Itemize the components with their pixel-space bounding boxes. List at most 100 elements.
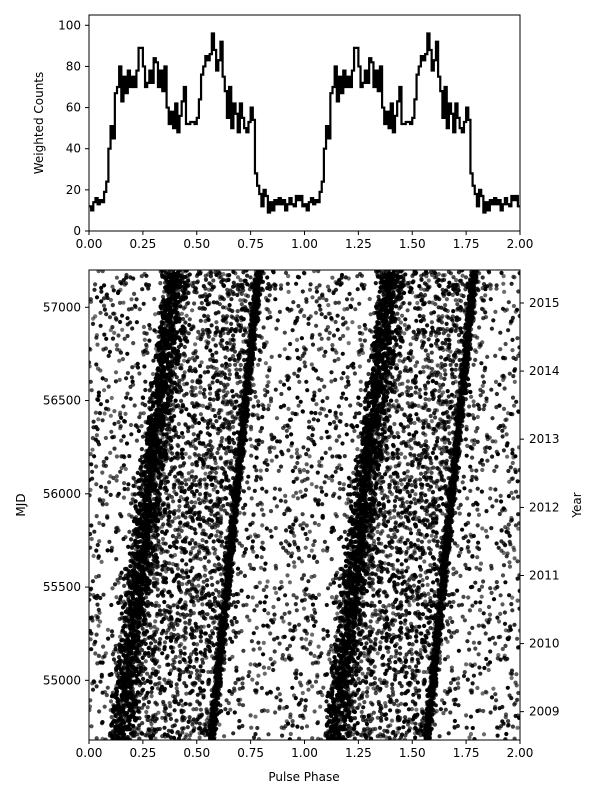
- photon-point: [120, 466, 124, 470]
- photon-point: [255, 439, 259, 443]
- photon-point: [241, 703, 245, 707]
- photon-point: [192, 301, 196, 305]
- photon-point: [262, 407, 266, 411]
- photon-point: [255, 413, 259, 417]
- photon-point: [171, 650, 175, 654]
- photon-point: [259, 350, 263, 354]
- photon-point: [314, 324, 318, 328]
- photon-point: [308, 454, 312, 458]
- photon-point: [473, 358, 477, 362]
- photon-point: [482, 666, 486, 670]
- photon-point: [216, 397, 220, 401]
- photon-point: [173, 708, 177, 712]
- photon-point: [283, 724, 287, 728]
- photon-point: [312, 417, 316, 421]
- photon-point: [320, 312, 324, 316]
- photon-point: [105, 516, 109, 520]
- photon-point: [511, 374, 515, 378]
- photon-point: [329, 370, 333, 374]
- photon-point: [254, 689, 258, 693]
- photon-point: [478, 672, 482, 676]
- photon-point: [99, 485, 103, 489]
- photon-point: [311, 397, 315, 401]
- photon-point: [505, 554, 509, 558]
- photon-point: [140, 274, 144, 278]
- photon-point: [322, 385, 326, 389]
- photon-point: [453, 687, 457, 691]
- photon-point: [255, 726, 259, 730]
- photon-point: [122, 584, 126, 588]
- photon-point: [277, 469, 281, 473]
- photon-point: [169, 717, 173, 721]
- photon-point: [91, 322, 95, 326]
- photon-point: [197, 549, 201, 553]
- photon-point: [260, 415, 264, 419]
- photon-point: [494, 380, 498, 384]
- photon-point: [405, 500, 409, 504]
- photon-point: [489, 710, 493, 714]
- photon-point: [301, 409, 305, 413]
- photon-point: [234, 635, 238, 639]
- photon-point: [344, 275, 348, 279]
- photon-point: [286, 274, 290, 278]
- photon-point: [491, 318, 495, 322]
- photon-point: [326, 285, 330, 289]
- photon-point: [147, 323, 151, 327]
- photon-point: [267, 368, 271, 372]
- photon-point: [321, 548, 325, 552]
- photon-point: [256, 534, 260, 538]
- photon-point: [306, 322, 310, 326]
- photon-point: [198, 492, 202, 496]
- photon-point: [268, 450, 272, 454]
- photon-point: [283, 635, 287, 639]
- photon-point: [302, 645, 306, 649]
- photon-point: [267, 666, 271, 670]
- photon-point: [109, 414, 113, 418]
- photon-point: [101, 691, 105, 695]
- photon-point: [326, 634, 330, 638]
- photon-point: [398, 345, 402, 349]
- photon-point: [367, 359, 371, 363]
- photon-point: [261, 624, 265, 628]
- photon-point: [279, 541, 283, 545]
- photon-point: [493, 439, 497, 443]
- photon-point: [267, 403, 271, 407]
- photon-point: [265, 384, 269, 388]
- photon-point: [473, 662, 477, 666]
- photon-point: [246, 674, 250, 678]
- photon-point: [290, 455, 294, 459]
- photon-point: [114, 595, 118, 599]
- photon-point: [278, 310, 282, 314]
- photon-point: [303, 705, 307, 709]
- photon-point: [261, 652, 265, 656]
- photon-point: [416, 404, 420, 408]
- photon-point: [360, 710, 364, 714]
- photon-point: [474, 350, 478, 354]
- photon-point: [512, 404, 516, 408]
- photon-point: [98, 411, 102, 415]
- photon-point: [97, 624, 101, 628]
- photon-point: [506, 719, 510, 723]
- photon-point: [439, 707, 443, 711]
- photon-point: [120, 328, 124, 332]
- photon-point: [95, 603, 99, 607]
- photon-point: [95, 633, 99, 637]
- photon-point: [451, 309, 455, 313]
- photon-point: [341, 371, 345, 375]
- photon-point: [192, 432, 196, 436]
- photon-point: [250, 545, 254, 549]
- photon-point: [374, 281, 378, 285]
- photon-point: [238, 368, 242, 372]
- photon-point: [310, 549, 314, 553]
- photon-point: [272, 613, 276, 617]
- photon-point: [295, 348, 299, 352]
- photon-point: [291, 523, 295, 527]
- photon-point: [153, 312, 157, 316]
- photon-point: [357, 302, 361, 306]
- photon-point: [141, 350, 145, 354]
- photon-point: [508, 565, 512, 569]
- photon-point: [118, 378, 122, 382]
- photon-point: [236, 600, 240, 604]
